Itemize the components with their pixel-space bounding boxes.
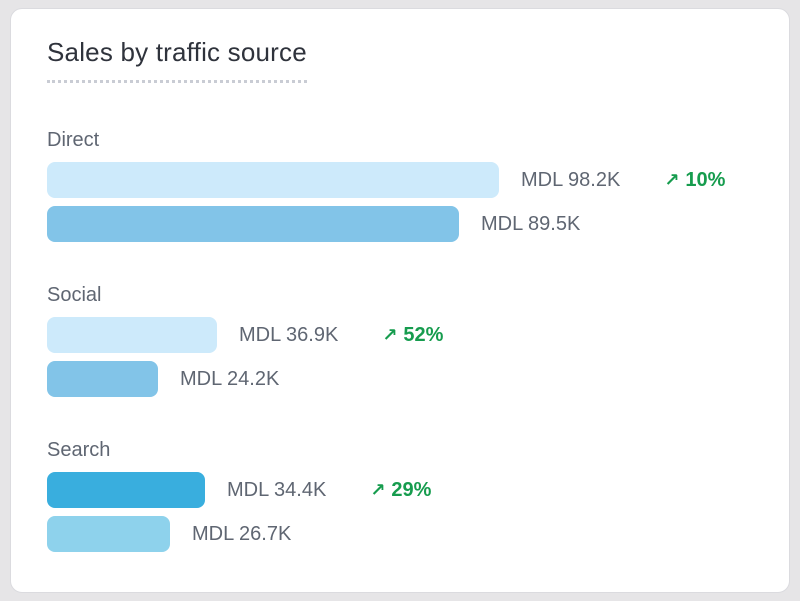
group-label-social: Social bbox=[47, 284, 102, 306]
group-label-search: Search bbox=[47, 439, 111, 461]
bar-value-label: MDL 26.7K bbox=[192, 522, 292, 545]
card-title[interactable]: Sales by traffic source bbox=[47, 37, 307, 83]
bar-value-label: MDL 98.2K bbox=[521, 168, 621, 191]
traffic-group-social: Social MDL 36.9K ↗ 52% MDL 24.2K bbox=[47, 284, 753, 397]
bar-row: MDL 36.9K ↗ 52% bbox=[47, 317, 753, 353]
growth-value: 52% bbox=[403, 323, 444, 346]
traffic-group-direct: Direct MDL 98.2K ↗ 10% MDL 89.5K bbox=[47, 129, 753, 242]
growth-badge: ↗ 10% bbox=[664, 169, 725, 192]
growth-badge: ↗ 52% bbox=[382, 324, 443, 347]
bar-value-label: MDL 36.9K bbox=[239, 323, 339, 346]
bar-row: MDL 26.7K bbox=[47, 516, 753, 552]
social-bar-1 bbox=[47, 317, 217, 353]
bar-value-label: MDL 24.2K bbox=[180, 367, 280, 390]
search-bar-1 bbox=[47, 472, 205, 508]
growth-arrow-icon: ↗ bbox=[664, 170, 680, 190]
sales-by-traffic-source-card: Sales by traffic source Direct MDL 98.2K… bbox=[10, 8, 790, 593]
social-bar-2 bbox=[47, 361, 158, 397]
bar-value-label: MDL 34.4K bbox=[227, 478, 327, 501]
bar-value-label: MDL 89.5K bbox=[481, 212, 581, 235]
growth-value: 10% bbox=[685, 168, 726, 191]
growth-arrow-icon: ↗ bbox=[382, 325, 398, 345]
bar-row: MDL 98.2K ↗ 10% bbox=[47, 162, 753, 198]
direct-bar-2 bbox=[47, 206, 459, 242]
bar-row: MDL 34.4K ↗ 29% bbox=[47, 472, 753, 508]
direct-bar-1 bbox=[47, 162, 499, 198]
growth-value: 29% bbox=[391, 478, 432, 501]
search-bar-2 bbox=[47, 516, 170, 552]
growth-arrow-icon: ↗ bbox=[370, 480, 386, 500]
traffic-group-search: Search MDL 34.4K ↗ 29% MDL 26.7K bbox=[47, 439, 753, 552]
growth-badge: ↗ 29% bbox=[370, 479, 431, 502]
group-label-direct: Direct bbox=[47, 129, 100, 151]
bar-row: MDL 89.5K bbox=[47, 206, 753, 242]
bar-row: MDL 24.2K bbox=[47, 361, 753, 397]
